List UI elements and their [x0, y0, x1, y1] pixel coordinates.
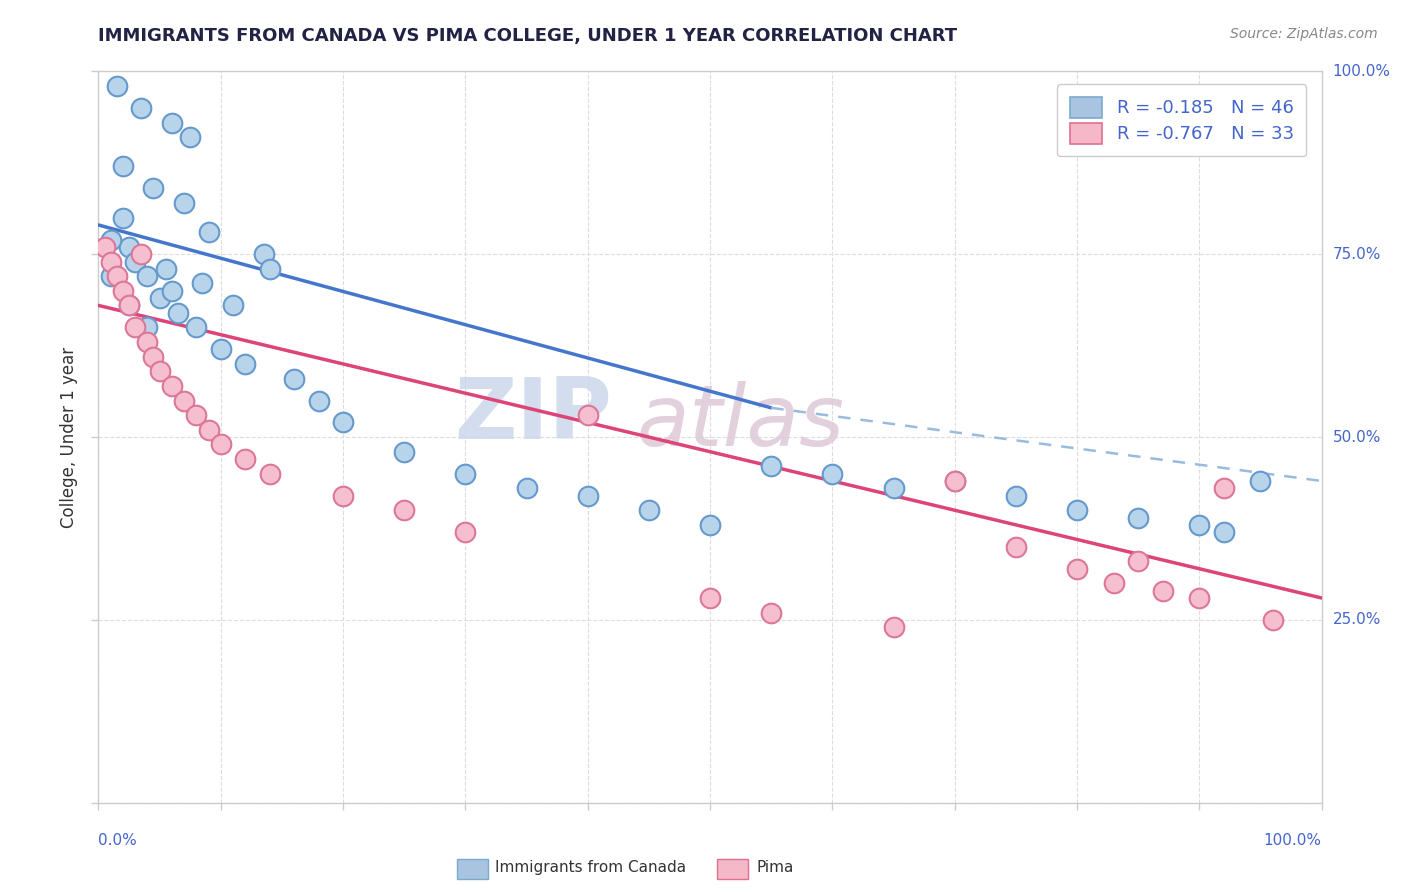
Point [637, 503, 661, 517]
Point [100, 269, 122, 284]
Point [167, 306, 190, 320]
Point [1066, 562, 1088, 576]
Point [136, 320, 159, 334]
Text: 25.0%: 25.0% [1333, 613, 1381, 627]
Point [761, 606, 783, 620]
Legend: R = -0.185   N = 46, R = -0.767   N = 33: R = -0.185 N = 46, R = -0.767 N = 33 [1057, 84, 1306, 156]
Point [259, 261, 281, 276]
Point [943, 474, 966, 488]
Point [252, 247, 274, 261]
Point [1212, 481, 1234, 495]
Point [197, 423, 219, 437]
Text: 100.0%: 100.0% [1264, 833, 1322, 848]
Point [454, 525, 477, 540]
Point [1128, 554, 1150, 568]
Point [124, 320, 146, 334]
Point [100, 254, 122, 268]
Point [118, 298, 141, 312]
Point [821, 467, 844, 481]
Point [1066, 503, 1088, 517]
Point [209, 437, 232, 451]
Point [1261, 613, 1284, 627]
Point [1004, 489, 1026, 503]
Text: ZIP: ZIP [454, 374, 612, 457]
Point [93, 240, 115, 254]
Text: 100.0%: 100.0% [1333, 64, 1391, 78]
Y-axis label: College, Under 1 year: College, Under 1 year [60, 346, 79, 528]
Point [392, 444, 416, 458]
Point [118, 298, 141, 312]
Point [516, 481, 538, 495]
Point [233, 357, 256, 371]
Point [191, 277, 214, 291]
Point [699, 517, 721, 532]
Point [943, 474, 966, 488]
Text: Pima: Pima [756, 861, 794, 875]
Point [1250, 474, 1272, 488]
Point [160, 284, 183, 298]
Point [197, 225, 219, 239]
Point [283, 371, 305, 385]
Point [149, 291, 172, 305]
Point [179, 130, 201, 145]
Point [1128, 510, 1150, 524]
Point [332, 489, 354, 503]
Point [259, 467, 281, 481]
Point [209, 343, 232, 357]
Point [454, 467, 477, 481]
Point [1152, 583, 1174, 598]
Point [1188, 591, 1211, 605]
Point [129, 247, 152, 261]
Point [233, 452, 256, 467]
Point [222, 298, 245, 312]
Text: 0.0%: 0.0% [98, 833, 138, 848]
Point [105, 269, 128, 284]
Point [332, 416, 354, 430]
Point [129, 101, 152, 115]
Point [186, 408, 208, 422]
Point [136, 334, 159, 349]
Text: Immigrants from Canada: Immigrants from Canada [495, 861, 686, 875]
Point [1188, 517, 1211, 532]
Point [1102, 576, 1125, 591]
Text: 50.0%: 50.0% [1333, 430, 1381, 444]
Point [100, 233, 122, 247]
Point [111, 284, 134, 298]
Point [173, 393, 195, 408]
Point [111, 160, 134, 174]
Point [155, 261, 177, 276]
Point [883, 620, 905, 634]
Point [160, 379, 183, 393]
Point [142, 350, 165, 364]
Text: atlas: atlas [637, 381, 845, 464]
Point [576, 489, 599, 503]
Point [699, 591, 721, 605]
Point [142, 181, 165, 195]
Text: IMMIGRANTS FROM CANADA VS PIMA COLLEGE, UNDER 1 YEAR CORRELATION CHART: IMMIGRANTS FROM CANADA VS PIMA COLLEGE, … [98, 27, 957, 45]
Point [392, 503, 416, 517]
Point [186, 320, 208, 334]
Point [149, 364, 172, 378]
Point [173, 196, 195, 211]
Point [160, 115, 183, 129]
Point [118, 240, 141, 254]
Point [136, 269, 159, 284]
Point [105, 78, 128, 93]
Point [1004, 540, 1026, 554]
Point [576, 408, 599, 422]
Point [761, 459, 783, 474]
Point [883, 481, 905, 495]
Point [124, 254, 146, 268]
Point [1212, 525, 1234, 540]
Point [111, 211, 134, 225]
Point [308, 393, 330, 408]
Text: Source: ZipAtlas.com: Source: ZipAtlas.com [1230, 27, 1378, 41]
Text: 75.0%: 75.0% [1333, 247, 1381, 261]
